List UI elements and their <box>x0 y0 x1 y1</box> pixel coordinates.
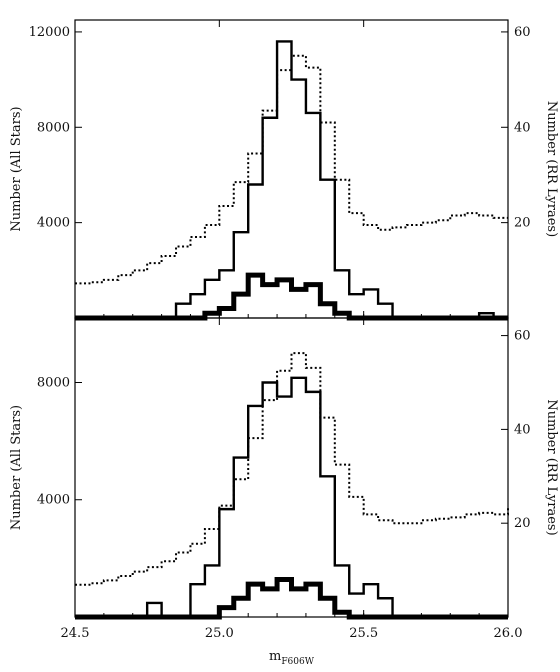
bottom-panel: 24.5 25.0 25.5 26.0 4000 8000 20 40 60 Number (Al… <box>9 317 559 641</box>
x-tick-label: 26.0 <box>494 626 523 641</box>
y-right-axis-title: Number (RR Lyraes) <box>544 101 559 237</box>
x-axis-title-main: m <box>269 649 281 664</box>
y-left-tick-label: 4000 <box>37 216 70 231</box>
histogram-series-solid <box>75 40 508 320</box>
y-right-tick-label: 40 <box>514 422 531 437</box>
y-right-tick-label: 20 <box>514 216 531 231</box>
top-panel: 4000 8000 12000 20 40 60 Number (All Stars) Num… <box>9 19 559 321</box>
histogram-series-thick <box>75 272 508 321</box>
y-left-tick-label: 8000 <box>37 120 70 135</box>
y-left-axis-title: Number (All Stars) <box>9 405 24 530</box>
y-right-tick-label: 40 <box>514 120 531 135</box>
y-right-tick-label: 60 <box>514 329 531 344</box>
x-tick-label: 25.0 <box>205 626 234 641</box>
x-axis-title: mF606W <box>269 649 315 667</box>
y-right-tick-label: 60 <box>514 25 531 40</box>
histogram-series-thick <box>75 576 508 620</box>
x-tick-label: 25.5 <box>349 626 378 641</box>
y-right-axis-title: Number (RR Lyraes) <box>544 399 559 535</box>
y-left-tick-label: 12000 <box>29 25 70 40</box>
histogram-series-dotted <box>75 54 508 285</box>
x-tick-label: 24.5 <box>61 626 90 641</box>
y-left-axis-title: Number (All Stars) <box>9 106 24 231</box>
y-left-tick-label: 4000 <box>37 493 70 508</box>
x-axis-title-subscript: F606W <box>281 657 314 667</box>
plot-frame <box>74 317 509 618</box>
y-left-tick-label: 8000 <box>37 375 70 390</box>
y-right-tick-label: 20 <box>514 516 531 531</box>
